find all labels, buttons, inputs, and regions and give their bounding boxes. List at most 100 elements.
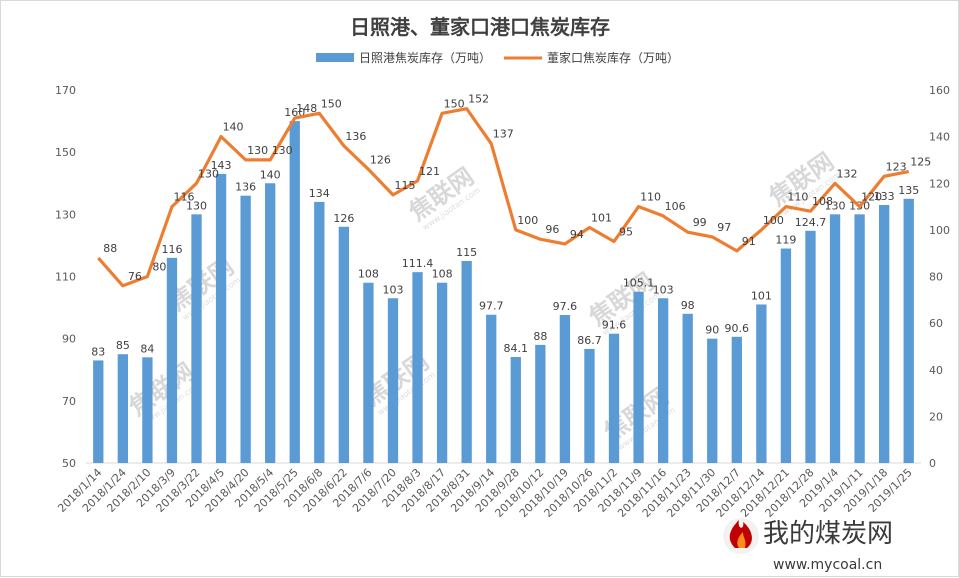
line-data-label: 150 — [444, 97, 465, 110]
line-data-label: 91 — [742, 235, 756, 248]
legend-swatch-bar — [316, 53, 354, 62]
bar-data-label: 111.4 — [402, 257, 434, 270]
bar — [756, 304, 767, 463]
line-data-label: 137 — [493, 128, 514, 141]
bar-data-label: 115 — [456, 246, 477, 259]
y-right-tick-label: 120 — [929, 177, 950, 190]
y-right-tick-label: 60 — [929, 317, 943, 330]
bar — [338, 226, 350, 463]
y-left-tick-label: 50 — [62, 457, 76, 470]
line-data-label: 125 — [910, 156, 931, 169]
bar-data-label: 136 — [235, 181, 256, 194]
y-left-tick-label: 130 — [55, 208, 76, 221]
line-data-label: 110 — [787, 191, 808, 204]
y-left-tick-label: 170 — [55, 84, 76, 97]
bar — [805, 230, 816, 463]
bar-data-label: 130 — [825, 199, 846, 212]
bar-data-label: 108 — [432, 268, 453, 281]
bar — [535, 344, 546, 463]
bar — [461, 260, 472, 463]
line-data-label: 121 — [419, 165, 440, 178]
line-path — [97, 107, 910, 288]
line-data-label: 120 — [861, 191, 882, 204]
bar — [387, 298, 399, 463]
bar — [682, 313, 693, 463]
line-data-label: 110 — [640, 191, 661, 204]
bar — [657, 298, 669, 463]
bar-data-label: 85 — [116, 339, 130, 352]
line-data-label: 94 — [570, 228, 584, 241]
y-right-tick-label: 140 — [929, 131, 950, 144]
y-right-tick-label: 0 — [929, 457, 936, 470]
bar — [731, 336, 742, 463]
bar-data-label: 108 — [358, 268, 379, 281]
bar — [707, 338, 718, 463]
bar — [829, 214, 841, 463]
legend-label-line: 董家口焦炭库存（万吨） — [547, 50, 679, 65]
bar — [486, 314, 497, 463]
bar-data-label: 105.1 — [623, 277, 655, 290]
bar-data-label: 84.1 — [504, 342, 529, 355]
line-data-label: 130 — [198, 167, 219, 180]
bar-data-label: 101 — [751, 289, 772, 302]
bar — [265, 183, 276, 463]
bar — [559, 315, 571, 463]
line-data-label: 126 — [370, 153, 391, 166]
bar-data-label: 133 — [874, 190, 895, 203]
bar-data-label: 116 — [161, 243, 182, 256]
bar-data-label: 90.6 — [725, 322, 750, 335]
line-data-label: 100 — [517, 214, 538, 227]
line-data-label: 152 — [468, 93, 489, 106]
bar-data-label: 130 — [186, 199, 207, 212]
bar-data-label: 98 — [681, 299, 695, 312]
bar — [93, 360, 104, 463]
flame-icon — [723, 518, 759, 554]
bar — [363, 282, 374, 463]
line-data-label: 99 — [693, 216, 707, 229]
bar — [780, 248, 792, 463]
line-data-label: 108 — [812, 195, 833, 208]
line-data-label: 132 — [837, 167, 858, 180]
line-data-label: 101 — [591, 212, 612, 225]
bar — [633, 291, 644, 463]
bar-data-label: 135 — [898, 184, 919, 197]
bar-data-label: 134 — [309, 187, 330, 200]
line-data-label: 116 — [173, 191, 194, 204]
y-left-tick-label: 90 — [62, 333, 76, 346]
line-data-label: 115 — [394, 179, 415, 192]
bar — [191, 214, 202, 463]
line-data-label: 130 — [272, 144, 293, 157]
line-data-label: 140 — [223, 121, 244, 134]
y-right-tick-label: 20 — [929, 410, 943, 423]
bar — [289, 121, 300, 463]
bar — [117, 354, 128, 463]
y-left-tick-label: 150 — [55, 146, 76, 159]
line-data-label: 95 — [619, 226, 633, 239]
bar-data-label: 124.7 — [795, 216, 827, 229]
bar-data-label: 86.7 — [577, 334, 602, 347]
line-data-label: 88 — [103, 242, 117, 255]
legend-label-bar: 日照港焦炭库存（万吨） — [359, 50, 491, 65]
bar-data-label: 88 — [533, 330, 547, 343]
y-left-tick-label: 70 — [62, 395, 76, 408]
line-data-label: 148 — [296, 102, 317, 115]
logo-url: www.mycoal.cn — [773, 557, 882, 573]
line-data-label: 150 — [321, 97, 342, 110]
bar — [879, 205, 890, 463]
bar — [240, 195, 251, 463]
bar-data-label: 97.6 — [553, 300, 578, 313]
y-axis-left: 50 70 90 110 130 150 170 — [55, 84, 76, 470]
line-data-label: 80 — [152, 261, 166, 274]
logo-name: 我的煤炭网 — [763, 519, 893, 549]
bar-data-label: 103 — [653, 283, 674, 296]
bar-data-label: 119 — [775, 234, 796, 247]
bar — [412, 272, 423, 463]
y-right-tick-label: 100 — [929, 224, 950, 237]
y-right-tick-label: 40 — [929, 364, 943, 377]
y-axis-right: 0 20 40 60 80 100 120 140 160 — [929, 84, 950, 470]
bar-series — [93, 121, 914, 464]
line-data-label: 123 — [886, 160, 907, 173]
